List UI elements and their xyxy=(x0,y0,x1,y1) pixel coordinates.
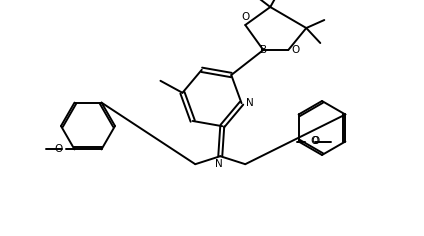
Text: N: N xyxy=(215,159,223,169)
Text: O: O xyxy=(241,12,249,22)
Text: B: B xyxy=(260,45,267,55)
Text: O: O xyxy=(291,45,299,55)
Text: O: O xyxy=(311,136,319,147)
Text: O: O xyxy=(312,136,320,147)
Text: O: O xyxy=(54,144,62,154)
Text: N: N xyxy=(246,98,254,108)
